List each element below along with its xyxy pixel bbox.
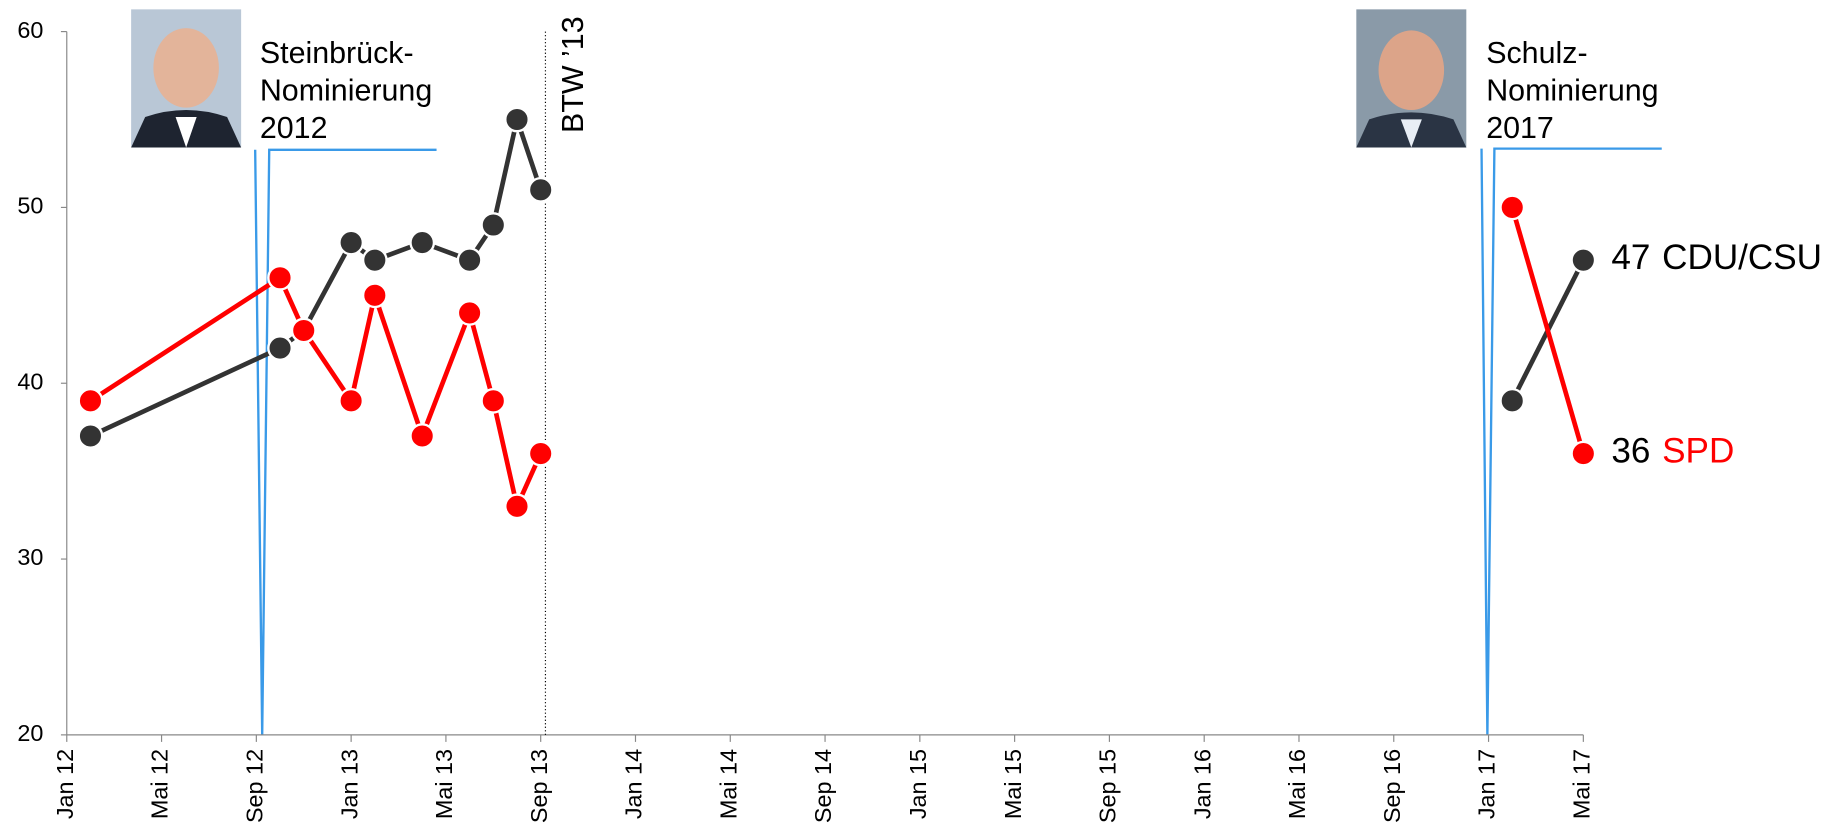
data-point	[409, 229, 436, 256]
x-tick-label: Mai 17	[1569, 749, 1595, 819]
x-tick-label: Mai 12	[147, 749, 173, 819]
series-name: CDU/CSU	[1662, 238, 1822, 277]
annotation: 2017	[1486, 111, 1554, 145]
x-tick-label: Jan 13	[336, 749, 362, 819]
data-point	[338, 229, 365, 256]
data-point	[504, 493, 530, 520]
y-tick-label: 20	[17, 720, 43, 746]
data-point	[1570, 440, 1597, 467]
photo-steinbrueck	[131, 9, 242, 148]
series-line	[89, 117, 543, 439]
end-label: 36 SPD	[1611, 432, 1734, 471]
y-tick-label: 50	[17, 193, 43, 219]
x-tick-label: Mai 16	[1284, 749, 1310, 819]
data-point	[504, 106, 530, 133]
data-point	[361, 282, 388, 309]
data-point	[338, 387, 365, 414]
annotation: 2012	[260, 111, 328, 145]
x-tick-label: Sep 16	[1379, 749, 1405, 823]
y-tick-label: 30	[17, 544, 43, 570]
x-tick-label: Mai 14	[715, 749, 741, 819]
data-point	[77, 423, 104, 449]
series-line	[1509, 206, 1586, 455]
data-point	[527, 440, 554, 467]
data-point	[267, 264, 293, 291]
x-tick-label: Sep 15	[1095, 749, 1121, 823]
data-point	[267, 335, 293, 361]
x-tick-label: Jan 16	[1189, 749, 1215, 819]
data-point	[1570, 247, 1597, 274]
data-point	[480, 387, 507, 414]
annotation: Schulz-	[1486, 36, 1587, 70]
x-tick-label: Sep 12	[242, 749, 268, 823]
end-value: 36	[1611, 432, 1650, 471]
data-point	[527, 176, 554, 203]
photo-schulz	[1356, 9, 1467, 148]
nomination-marker	[254, 148, 437, 735]
end-value: 47	[1611, 238, 1650, 277]
end-label: 47 CDU/CSU	[1611, 238, 1822, 277]
x-tick-label: Mai 13	[431, 749, 457, 819]
data-point	[409, 423, 436, 449]
data-point	[480, 212, 507, 238]
data-point	[1499, 194, 1526, 221]
y-tick-label: 40	[17, 368, 43, 394]
annotation: Nominierung	[260, 73, 432, 107]
series-line	[89, 275, 543, 509]
y-tick-label: 60	[17, 17, 43, 43]
event-label: BTW ’13	[556, 16, 590, 133]
data-point	[290, 317, 317, 344]
x-tick-label: Sep 14	[810, 749, 836, 823]
annotation: Nominierung	[1486, 73, 1658, 107]
data-point	[456, 300, 483, 326]
x-tick-label: Jan 14	[621, 749, 647, 819]
data-point	[361, 247, 388, 274]
annotation: Steinbrück-	[260, 36, 414, 70]
data-point	[456, 247, 483, 274]
x-tick-label: Sep 13	[526, 749, 552, 823]
data-point	[77, 387, 104, 414]
data-point	[1499, 387, 1526, 414]
x-tick-label: Mai 15	[1000, 749, 1026, 819]
series-name: SPD	[1662, 432, 1734, 471]
x-tick-label: Jan 12	[52, 749, 78, 819]
x-tick-label: Jan 15	[905, 749, 931, 819]
nomination-marker	[1480, 147, 1662, 735]
x-tick-label: Jan 17	[1474, 749, 1500, 819]
